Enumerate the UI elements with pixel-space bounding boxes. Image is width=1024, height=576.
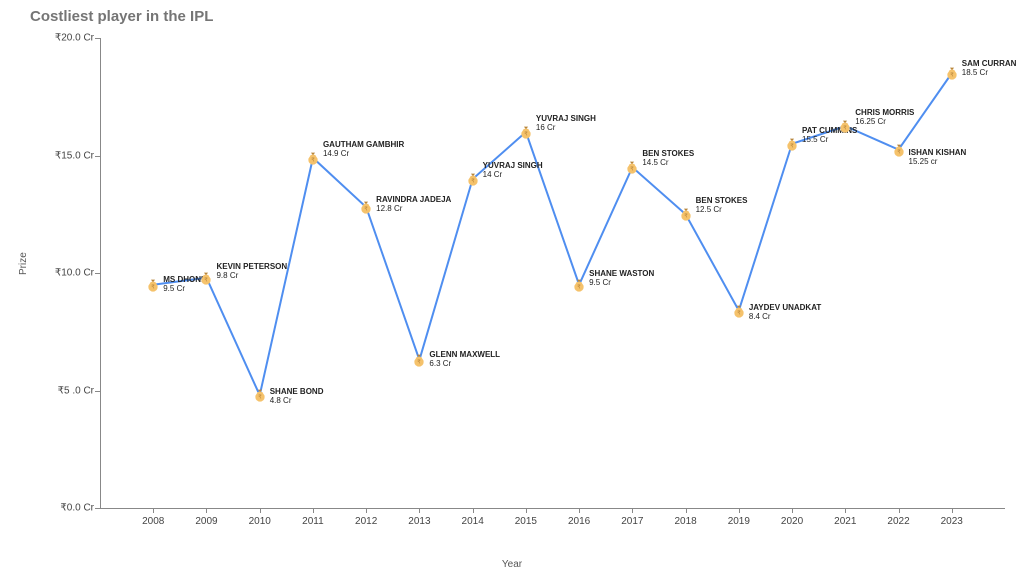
x-tick-mark bbox=[260, 508, 261, 513]
x-tick-mark bbox=[579, 508, 580, 513]
x-tick-label: 2019 bbox=[728, 516, 750, 527]
data-point-label: RAVINDRA JADEJA12.8 Cr bbox=[376, 195, 451, 213]
svg-text:₹: ₹ bbox=[897, 149, 900, 155]
x-tick-mark bbox=[952, 508, 953, 513]
y-tick-mark bbox=[95, 508, 100, 509]
chart-title: Costliest player in the IPL bbox=[30, 8, 213, 25]
x-tick-mark bbox=[473, 508, 474, 513]
x-tick-label: 2023 bbox=[941, 516, 963, 527]
money-bag-icon: ₹ bbox=[145, 277, 161, 293]
x-tick-label: 2015 bbox=[515, 516, 537, 527]
x-tick-label: 2016 bbox=[568, 516, 590, 527]
svg-text:₹: ₹ bbox=[844, 125, 847, 131]
x-tick-label: 2018 bbox=[674, 516, 696, 527]
y-tick-label: ₹10.0 Cr bbox=[55, 268, 94, 279]
data-point-label: CHRIS MORRIS16.25 Cr bbox=[855, 108, 914, 126]
y-tick-label: ₹0.0 Cr bbox=[60, 503, 94, 514]
svg-text:₹: ₹ bbox=[471, 178, 474, 184]
money-bag-icon: ₹ bbox=[837, 118, 853, 134]
svg-text:₹: ₹ bbox=[631, 167, 634, 173]
money-bag-icon: ₹ bbox=[358, 199, 374, 215]
x-tick-label: 2010 bbox=[249, 516, 271, 527]
x-tick-mark bbox=[686, 508, 687, 513]
x-tick-mark bbox=[153, 508, 154, 513]
data-point-label: BEN STOKES14.5 Cr bbox=[642, 149, 694, 167]
data-point-label: SAM CURRAN18.5 Cr bbox=[962, 59, 1017, 77]
money-bag-icon: ₹ bbox=[465, 171, 481, 187]
y-tick-mark bbox=[95, 156, 100, 157]
x-tick-mark bbox=[313, 508, 314, 513]
x-tick-label: 2009 bbox=[195, 516, 217, 527]
data-point-label: SHANE BOND4.8 Cr bbox=[270, 387, 324, 405]
y-tick-label: ₹5 .0 Cr bbox=[58, 385, 94, 396]
data-point-label: GAUTHAM GAMBHIR14.9 Cr bbox=[323, 140, 404, 158]
data-point-label: YUVRAJ SINGH14 Cr bbox=[483, 161, 543, 179]
x-tick-label: 2014 bbox=[462, 516, 484, 527]
x-tick-label: 2021 bbox=[834, 516, 856, 527]
data-point-label: KEVIN PETERSON9.8 Cr bbox=[216, 262, 287, 280]
y-axis-label: Prize bbox=[18, 252, 29, 275]
y-tick-label: ₹20.0 Cr bbox=[55, 33, 94, 44]
money-bag-icon: ₹ bbox=[518, 124, 534, 140]
money-bag-icon: ₹ bbox=[624, 159, 640, 175]
x-tick-mark bbox=[419, 508, 420, 513]
money-bag-icon: ₹ bbox=[731, 303, 747, 319]
svg-text:₹: ₹ bbox=[684, 214, 687, 220]
svg-text:₹: ₹ bbox=[524, 131, 527, 137]
x-axis-label: Year bbox=[502, 559, 522, 570]
x-tick-label: 2020 bbox=[781, 516, 803, 527]
x-tick-label: 2017 bbox=[621, 516, 643, 527]
money-bag-icon: ₹ bbox=[252, 387, 268, 403]
svg-text:₹: ₹ bbox=[790, 143, 793, 149]
svg-text:₹: ₹ bbox=[950, 73, 953, 79]
money-bag-icon: ₹ bbox=[305, 150, 321, 166]
y-tick-mark bbox=[95, 391, 100, 392]
svg-text:₹: ₹ bbox=[311, 157, 314, 163]
svg-text:₹: ₹ bbox=[737, 310, 740, 316]
x-tick-mark bbox=[526, 508, 527, 513]
x-tick-mark bbox=[792, 508, 793, 513]
x-tick-label: 2022 bbox=[887, 516, 909, 527]
x-tick-mark bbox=[366, 508, 367, 513]
svg-text:₹: ₹ bbox=[258, 395, 261, 401]
y-tick-mark bbox=[95, 273, 100, 274]
data-point-label: YUVRAJ SINGH16 Cr bbox=[536, 114, 596, 132]
money-bag-icon: ₹ bbox=[198, 270, 214, 286]
money-bag-icon: ₹ bbox=[784, 136, 800, 152]
data-point-label: SHANE WASTON9.5 Cr bbox=[589, 269, 654, 287]
x-tick-label: 2012 bbox=[355, 516, 377, 527]
data-point-label: JAYDEV UNADKAT8.4 Cr bbox=[749, 303, 821, 321]
svg-text:₹: ₹ bbox=[577, 284, 580, 290]
y-tick-label: ₹15.0 Cr bbox=[55, 150, 94, 161]
money-bag-icon: ₹ bbox=[678, 206, 694, 222]
svg-text:₹: ₹ bbox=[364, 207, 367, 213]
money-bag-icon: ₹ bbox=[411, 352, 427, 368]
y-tick-mark bbox=[95, 38, 100, 39]
x-tick-mark bbox=[845, 508, 846, 513]
money-bag-icon: ₹ bbox=[944, 65, 960, 81]
x-tick-label: 2008 bbox=[142, 516, 164, 527]
data-point-label: MS DHONI9.5 Cr bbox=[163, 275, 203, 293]
data-point-label: BEN STOKES12.5 Cr bbox=[696, 196, 748, 214]
x-tick-label: 2013 bbox=[408, 516, 430, 527]
x-tick-mark bbox=[206, 508, 207, 513]
x-tick-label: 2011 bbox=[302, 516, 324, 527]
svg-text:₹: ₹ bbox=[205, 277, 208, 283]
money-bag-icon: ₹ bbox=[571, 277, 587, 293]
x-axis-line bbox=[100, 508, 1005, 509]
x-tick-mark bbox=[632, 508, 633, 513]
money-bag-icon: ₹ bbox=[891, 142, 907, 158]
x-tick-mark bbox=[899, 508, 900, 513]
svg-text:₹: ₹ bbox=[418, 359, 421, 365]
svg-text:₹: ₹ bbox=[152, 284, 155, 290]
data-point-label: GLENN MAXWELL6.3 Cr bbox=[429, 350, 500, 368]
data-point-label: ISHAN KISHAN15.25 cr bbox=[909, 148, 967, 166]
x-tick-mark bbox=[739, 508, 740, 513]
